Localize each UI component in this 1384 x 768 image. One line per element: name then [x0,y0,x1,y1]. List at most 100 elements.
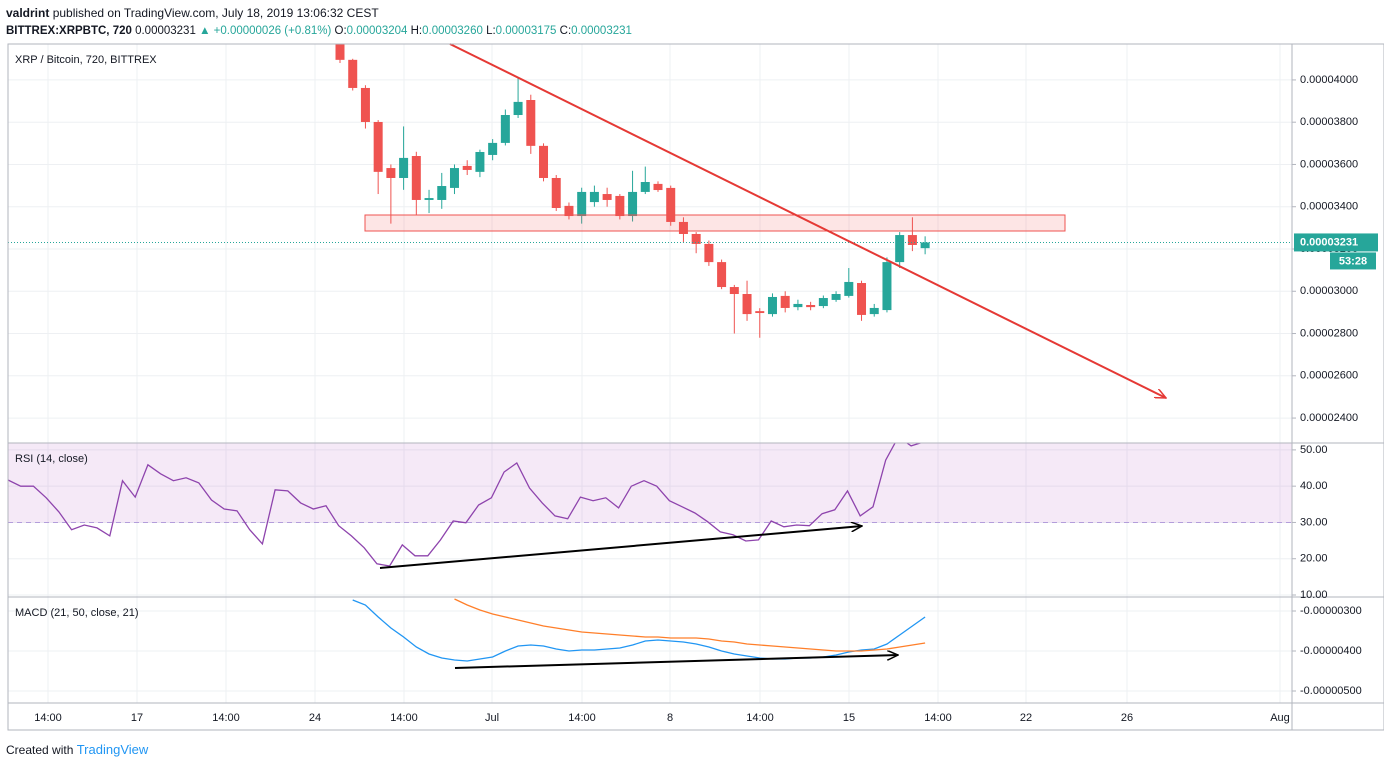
candle-body [589,191,599,203]
y-tick-label: 30.00 [1300,516,1328,528]
candle-body [411,156,421,200]
plots [8,44,1292,662]
frame [7,43,1384,731]
candle-body [577,191,587,217]
candle-body [920,242,930,249]
candle-body [729,287,739,295]
candle-body [488,142,498,155]
h-value: 0.00003260 [422,25,483,37]
publish-line: valdrint published on TradingView.com, J… [6,4,632,22]
candle-body [360,87,370,122]
published: published on TradingView.com, July 18, 2… [52,6,379,20]
footer-text: Created with [6,743,74,757]
candle-body [844,281,854,296]
candle-body [818,298,828,307]
last: 0.00003231 [135,25,196,37]
symbol: BITTREX:XRPBTC, 720 [6,25,132,37]
o-label: O: [334,25,347,37]
pane-title: RSI (14, close) [15,453,88,465]
c-value: 0.00003231 [571,25,632,37]
resistance-zone [364,214,1066,232]
c-label: C: [559,25,572,37]
y-tick-label: 0.00004000 [1300,74,1358,86]
x-tick-label: 14:00 [924,712,952,724]
indicator-line [352,599,926,662]
candle-body [806,304,816,308]
x-tick-label: Jul [485,712,499,724]
y-tick-label: -0.00000500 [1300,685,1362,697]
candle-body [513,101,523,116]
l-value: 0.00003175 [495,25,557,37]
candle-body [678,221,688,234]
candle-body [564,205,574,217]
footer: Created with TradingView [6,742,148,757]
candle-body [831,294,841,300]
candle-body [869,307,879,315]
candle-body [475,151,485,172]
pane-title: XRP / Bitcoin, 720, BITTREX [15,54,157,66]
candle-body [335,44,345,60]
indicator-line [454,598,926,652]
x-tick-label: 14:00 [568,712,596,724]
header: valdrint published on TradingView.com, J… [6,4,632,40]
x-tick-label: 22 [1020,712,1032,724]
y-tick-label: 0.00003800 [1300,116,1358,128]
candle-body [628,191,638,217]
pane-2 [352,598,926,662]
chart: 14:00 17 14:00 24 14:00 Jul 14:00 8 14:00 15 14:00… [7,43,1384,731]
last-price-box [1294,233,1378,252]
x-tick-label: 17 [131,712,143,724]
candle-body [895,235,905,263]
candle-body [615,195,625,217]
candle-body [882,262,892,311]
candle-body [551,177,561,208]
candle-body [640,182,650,192]
candle-body [500,115,510,143]
candle-body [755,311,765,314]
y-tick-label: 50.00 [1300,444,1328,456]
candle-body [907,235,917,245]
candle-body [437,186,447,200]
y-tick-label: 0.00003000 [1300,285,1358,297]
x-tick-label: 14:00 [212,712,240,724]
border [7,43,1384,731]
candle-body [386,168,396,178]
pane-title: MACD (21, 50, close, 21) [15,607,139,619]
candle-body [857,283,867,315]
x-tick-label: 26 [1121,712,1133,724]
y-tick-label: 10.00 [1300,589,1328,601]
y-tick-label: 20.00 [1300,553,1328,565]
candle-body [704,243,714,263]
y-tick-label: 40.00 [1300,480,1328,492]
last-price-label: 0.00003231 [1300,236,1358,248]
candle-body [653,183,663,191]
candle-body [742,294,752,315]
candle-body [348,59,358,88]
countdown-box [1330,252,1376,270]
x-tick-label: 8 [667,712,673,724]
candle-body [602,194,612,200]
h-label: H: [410,25,423,37]
y-tick-label: -0.00000400 [1300,645,1362,657]
change: ▲ +0.00000026 (+0.81%) [199,25,332,37]
x-tick-label: Aug [1270,712,1290,724]
candle-body [399,157,409,178]
pane-0 [8,44,1292,338]
y-tick-label: 0.00002400 [1300,412,1358,424]
y-tick-label: 0.00003600 [1300,158,1358,170]
y-tick-label: 0.00002600 [1300,370,1358,382]
l-label: L: [486,25,496,37]
x-tick-label: 14:00 [746,712,774,724]
x-tick-label: 24 [309,712,321,724]
candle-body [717,262,727,288]
candle-body [793,303,803,308]
indicator-line [8,443,923,567]
candle-body [373,121,383,172]
macd-divergence [454,655,898,669]
trend-line [449,43,1166,399]
x-tick-label: 14:00 [34,712,62,724]
labels: 14:00 17 14:00 24 14:00 Jul 14:00 8 14:00 15 14:00… [15,54,1378,724]
countdown: 53:28 [1339,255,1367,267]
y-tick-label: 0.00003400 [1300,201,1358,213]
